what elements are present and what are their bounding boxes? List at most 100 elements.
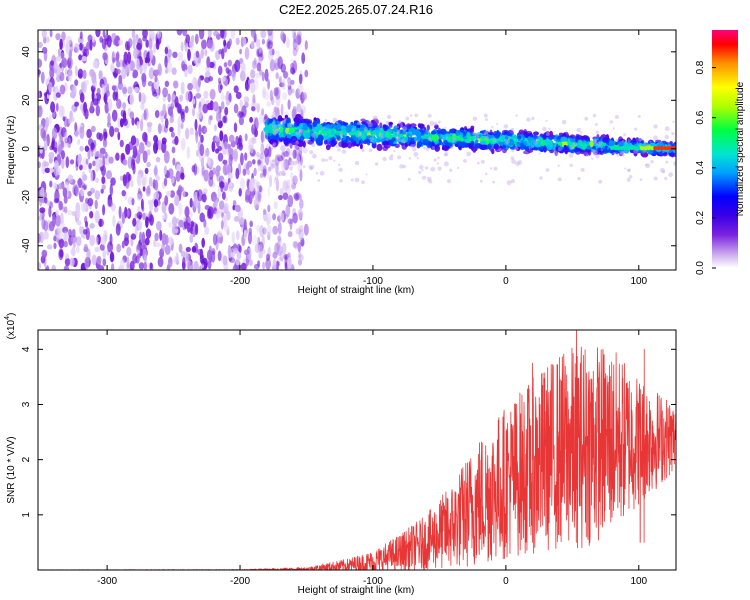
noise-speckle [48, 205, 52, 218]
band-halo [609, 120, 613, 124]
noise-speckle [65, 156, 70, 169]
signal-speckle [516, 143, 521, 148]
signal-speckle [369, 123, 373, 129]
signal-speckle [426, 124, 430, 131]
noise-speckle [164, 244, 171, 255]
noise-speckle [38, 262, 42, 270]
noise-speckle [284, 255, 288, 269]
noise-speckle [255, 72, 262, 78]
noise-speckle [80, 81, 85, 91]
band-halo [335, 144, 340, 149]
noise-speckle [209, 89, 216, 100]
noise-speckle [277, 56, 284, 70]
band-halo [642, 142, 647, 147]
band-halo [284, 161, 287, 164]
noise-speckle [264, 113, 268, 120]
noise-speckle [53, 147, 57, 153]
noise-speckle [261, 108, 264, 116]
band-halo [418, 170, 422, 175]
snr-scale-exponent: 4 [4, 316, 11, 320]
signal-speckle [434, 140, 440, 144]
noise-speckle [265, 212, 272, 225]
signal-speckle [473, 142, 477, 150]
band-halo [357, 121, 361, 125]
band-halo [315, 172, 319, 175]
noise-speckle [164, 80, 170, 88]
band-halo [569, 163, 573, 167]
snr-series-line [38, 330, 676, 570]
snr-x-label: Height of straight line (km) [298, 585, 415, 596]
noise-speckle [104, 101, 110, 114]
band-halo [492, 138, 497, 143]
signal-speckle [589, 140, 594, 148]
noise-speckle [110, 263, 115, 270]
noise-speckle [229, 181, 232, 188]
signal-speckle [286, 117, 291, 124]
band-halo [660, 167, 665, 173]
noise-speckle [121, 240, 125, 249]
noise-speckle [267, 185, 271, 197]
signal-speckle [282, 121, 286, 125]
noise-speckle [157, 123, 162, 134]
band-halo [286, 153, 289, 156]
noise-speckle [155, 138, 159, 151]
signal-speckle [359, 143, 363, 150]
band-halo [338, 167, 343, 172]
noise-speckle [79, 145, 84, 152]
y-tick-label: -20 [21, 190, 32, 205]
noise-speckle [65, 35, 72, 46]
noise-speckle [67, 209, 73, 216]
snr-scale-base: (x10 [6, 319, 17, 339]
noise-speckle [100, 188, 104, 194]
signal-speckle [361, 133, 365, 142]
signal-speckle [479, 140, 487, 145]
noise-speckle [256, 181, 261, 189]
signal-speckle [310, 135, 315, 142]
noise-speckle [122, 102, 127, 110]
signal-speckle [479, 143, 486, 150]
band-halo [278, 171, 283, 176]
band-halo [511, 159, 516, 165]
noise-speckle [110, 64, 115, 73]
signal-speckle [401, 143, 408, 150]
band-halo [272, 159, 275, 163]
band-halo [515, 114, 518, 117]
signal-speckle [507, 139, 515, 146]
noise-speckle [298, 73, 303, 85]
band-halo [474, 134, 480, 140]
noise-speckle [115, 68, 121, 75]
noise-speckle [142, 61, 147, 74]
noise-speckle [85, 158, 89, 165]
noise-speckle [107, 112, 111, 126]
band-halo [580, 131, 583, 134]
noise-speckle [69, 257, 75, 267]
noise-speckle [75, 236, 82, 247]
signal-speckle [264, 129, 269, 136]
noise-speckle [156, 220, 162, 231]
noise-speckle [72, 184, 78, 196]
band-halo [633, 148, 639, 154]
band-halo [506, 180, 512, 186]
noise-speckle [182, 256, 186, 270]
noise-speckle [112, 91, 117, 101]
noise-speckle [83, 48, 89, 58]
noise-speckle [170, 131, 175, 138]
noise-speckle [252, 60, 257, 68]
band-halo [450, 145, 454, 150]
x-tick-label: -300 [97, 276, 117, 287]
noise-speckle [127, 86, 133, 95]
noise-speckle [150, 32, 156, 39]
signal-speckle [487, 143, 492, 150]
band-halo [365, 173, 368, 176]
noise-speckle [233, 122, 238, 133]
noise-speckle [243, 228, 248, 241]
noise-speckle [224, 224, 230, 233]
noise-speckle [180, 138, 186, 151]
noise-speckle [115, 52, 120, 63]
noise-speckle [299, 169, 303, 182]
x-tick-label: 0 [503, 576, 509, 587]
signal-speckle [343, 122, 349, 126]
noise-speckle [148, 176, 153, 187]
noise-speckle [144, 57, 148, 64]
band-halo [533, 140, 538, 145]
